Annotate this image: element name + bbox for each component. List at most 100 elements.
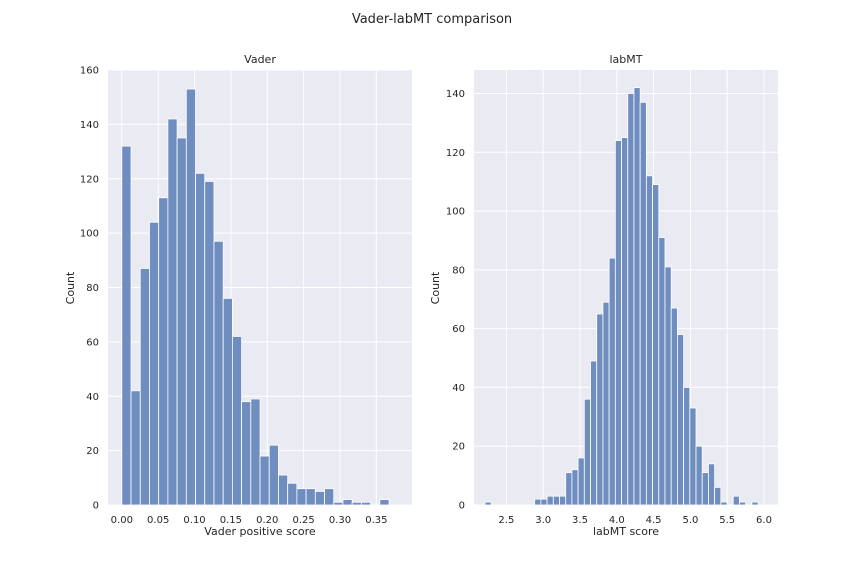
- labmt-bar: [739, 501, 747, 506]
- labmt-x-tick-label: 3.5: [572, 515, 588, 526]
- vader-y-tick-label: 0: [93, 501, 99, 512]
- labmt-x-tick-label: 2.5: [498, 515, 514, 526]
- labmt-bar: [546, 495, 554, 506]
- labmt-bar: [639, 101, 647, 506]
- labmt-y-tick-label: 60: [452, 324, 465, 335]
- labmt-bar: [552, 495, 560, 506]
- labmt-x-tick-label: 6.0: [756, 515, 772, 526]
- vader-bar: [351, 501, 362, 506]
- labmt-bar: [565, 472, 573, 506]
- labmt-bar: [720, 501, 728, 506]
- labmt-bar: [689, 407, 697, 506]
- labmt-bar: [701, 472, 709, 506]
- vader-bar: [149, 221, 160, 506]
- vader-bar: [250, 398, 261, 506]
- labmt-bar: [658, 237, 666, 506]
- labmt-y-tick-label: 20: [452, 442, 465, 453]
- vader-bar: [287, 482, 298, 506]
- vader-bar: [130, 390, 141, 506]
- labmt-bar: [602, 301, 610, 506]
- labmt-x-tick-label: 5.5: [719, 515, 735, 526]
- labmt-bar: [583, 398, 591, 506]
- labmt-x-axis-label: labMT score: [593, 525, 659, 538]
- labmt-y-tick-label: 0: [459, 501, 465, 512]
- figure-title: Vader-labMT comparison: [352, 12, 512, 27]
- vader-bar: [360, 501, 372, 506]
- vader-bar: [314, 491, 325, 506]
- vader-bar: [204, 181, 215, 506]
- vader-x-tick-label: 0.15: [220, 515, 242, 526]
- vader-x-tick-label: 0.05: [147, 515, 169, 526]
- vader-bar: [167, 118, 178, 506]
- labmt-bar: [677, 334, 685, 506]
- labmt-y-axis-label: Count: [429, 271, 442, 304]
- labmt-bar: [633, 87, 641, 506]
- vader-bar: [121, 145, 132, 506]
- labmt-x-tick-label: 4.0: [609, 515, 625, 526]
- labmt-bar: [683, 387, 691, 506]
- vader-bar: [231, 336, 243, 506]
- labmt-x-tick-label: 3.0: [535, 515, 551, 526]
- vader-bar: [268, 444, 279, 506]
- vader-x-tick-label: 0.35: [365, 515, 387, 526]
- labmt-bar: [714, 486, 722, 506]
- labmt-panel-title: labMT: [610, 53, 643, 66]
- vader-bar: [342, 499, 353, 506]
- vader-panel-title: Vader: [244, 53, 276, 66]
- vader-x-axis-label: Vader positive score: [204, 525, 316, 538]
- vader-bar: [241, 401, 252, 506]
- vader-bar: [222, 297, 233, 506]
- vader-x-tick-label: 0.10: [183, 515, 205, 526]
- labmt-bar: [484, 501, 492, 506]
- labmt-bar: [670, 307, 678, 506]
- labmt-bar: [645, 175, 653, 506]
- labmt-bar: [540, 498, 548, 506]
- labmt-bar: [571, 469, 579, 506]
- vader-y-tick-label: 160: [80, 66, 99, 77]
- vader-y-tick-label: 100: [80, 229, 99, 240]
- vader-y-tick-label: 20: [86, 446, 99, 457]
- vader-bar: [158, 197, 169, 506]
- labmt-bar: [559, 495, 567, 506]
- vader-bar: [305, 488, 316, 506]
- vader-bar: [324, 488, 335, 506]
- vader-x-tick-label: 0.30: [329, 515, 351, 526]
- labmt-y-tick-label: 140: [446, 89, 465, 100]
- vader-bar: [176, 137, 187, 506]
- vader-bar: [195, 172, 206, 506]
- vader-bar: [296, 488, 307, 506]
- vader-bar: [278, 474, 289, 506]
- vader-bar: [379, 499, 390, 506]
- labmt-y-tick-label: 40: [452, 383, 465, 394]
- labmt-bar: [664, 266, 672, 506]
- vader-y-tick-label: 120: [80, 174, 99, 185]
- labmt-y-tick-label: 80: [452, 265, 465, 276]
- labmt-bar: [621, 137, 629, 506]
- labmt-bar: [751, 501, 759, 506]
- labmt-bar: [608, 257, 616, 506]
- labmt-x-tick-label: 4.5: [646, 515, 662, 526]
- labmt-bar: [695, 445, 703, 506]
- labmt-x-tick-label: 5.0: [682, 515, 698, 526]
- vader-x-tick-label: 0.20: [256, 515, 278, 526]
- labmt-bar: [534, 498, 542, 506]
- labmt-bar: [627, 93, 635, 506]
- vader-bar: [185, 88, 196, 506]
- vader-bar: [139, 268, 150, 506]
- vader-x-tick-label: 0.00: [111, 515, 133, 526]
- labmt-histogram: 2.5 3.0 3.5 4.0 4.5 5.0 5.5 6.0 0 20 40 60 80 100 120…: [429, 53, 778, 538]
- vader-y-tick-label: 40: [86, 392, 99, 403]
- labmt-bar: [596, 313, 604, 506]
- labmt-y-tick-label: 100: [446, 207, 465, 218]
- vader-x-tick-label: 0.25: [293, 515, 315, 526]
- labmt-y-tick-label: 120: [446, 148, 465, 159]
- vader-histogram: 0.00 0.05 0.10 0.15 0.20 0.25 0.30 0.35 0 20 40 60…: [64, 53, 412, 538]
- labmt-bar: [732, 495, 740, 506]
- vader-y-axis-label: Count: [64, 271, 77, 304]
- vader-bar: [333, 501, 344, 506]
- labmt-bar: [708, 463, 716, 506]
- vader-y-tick-label: 80: [86, 283, 99, 294]
- vader-bar: [259, 455, 270, 506]
- vader-y-tick-label: 60: [86, 337, 99, 348]
- labmt-bar: [614, 140, 622, 506]
